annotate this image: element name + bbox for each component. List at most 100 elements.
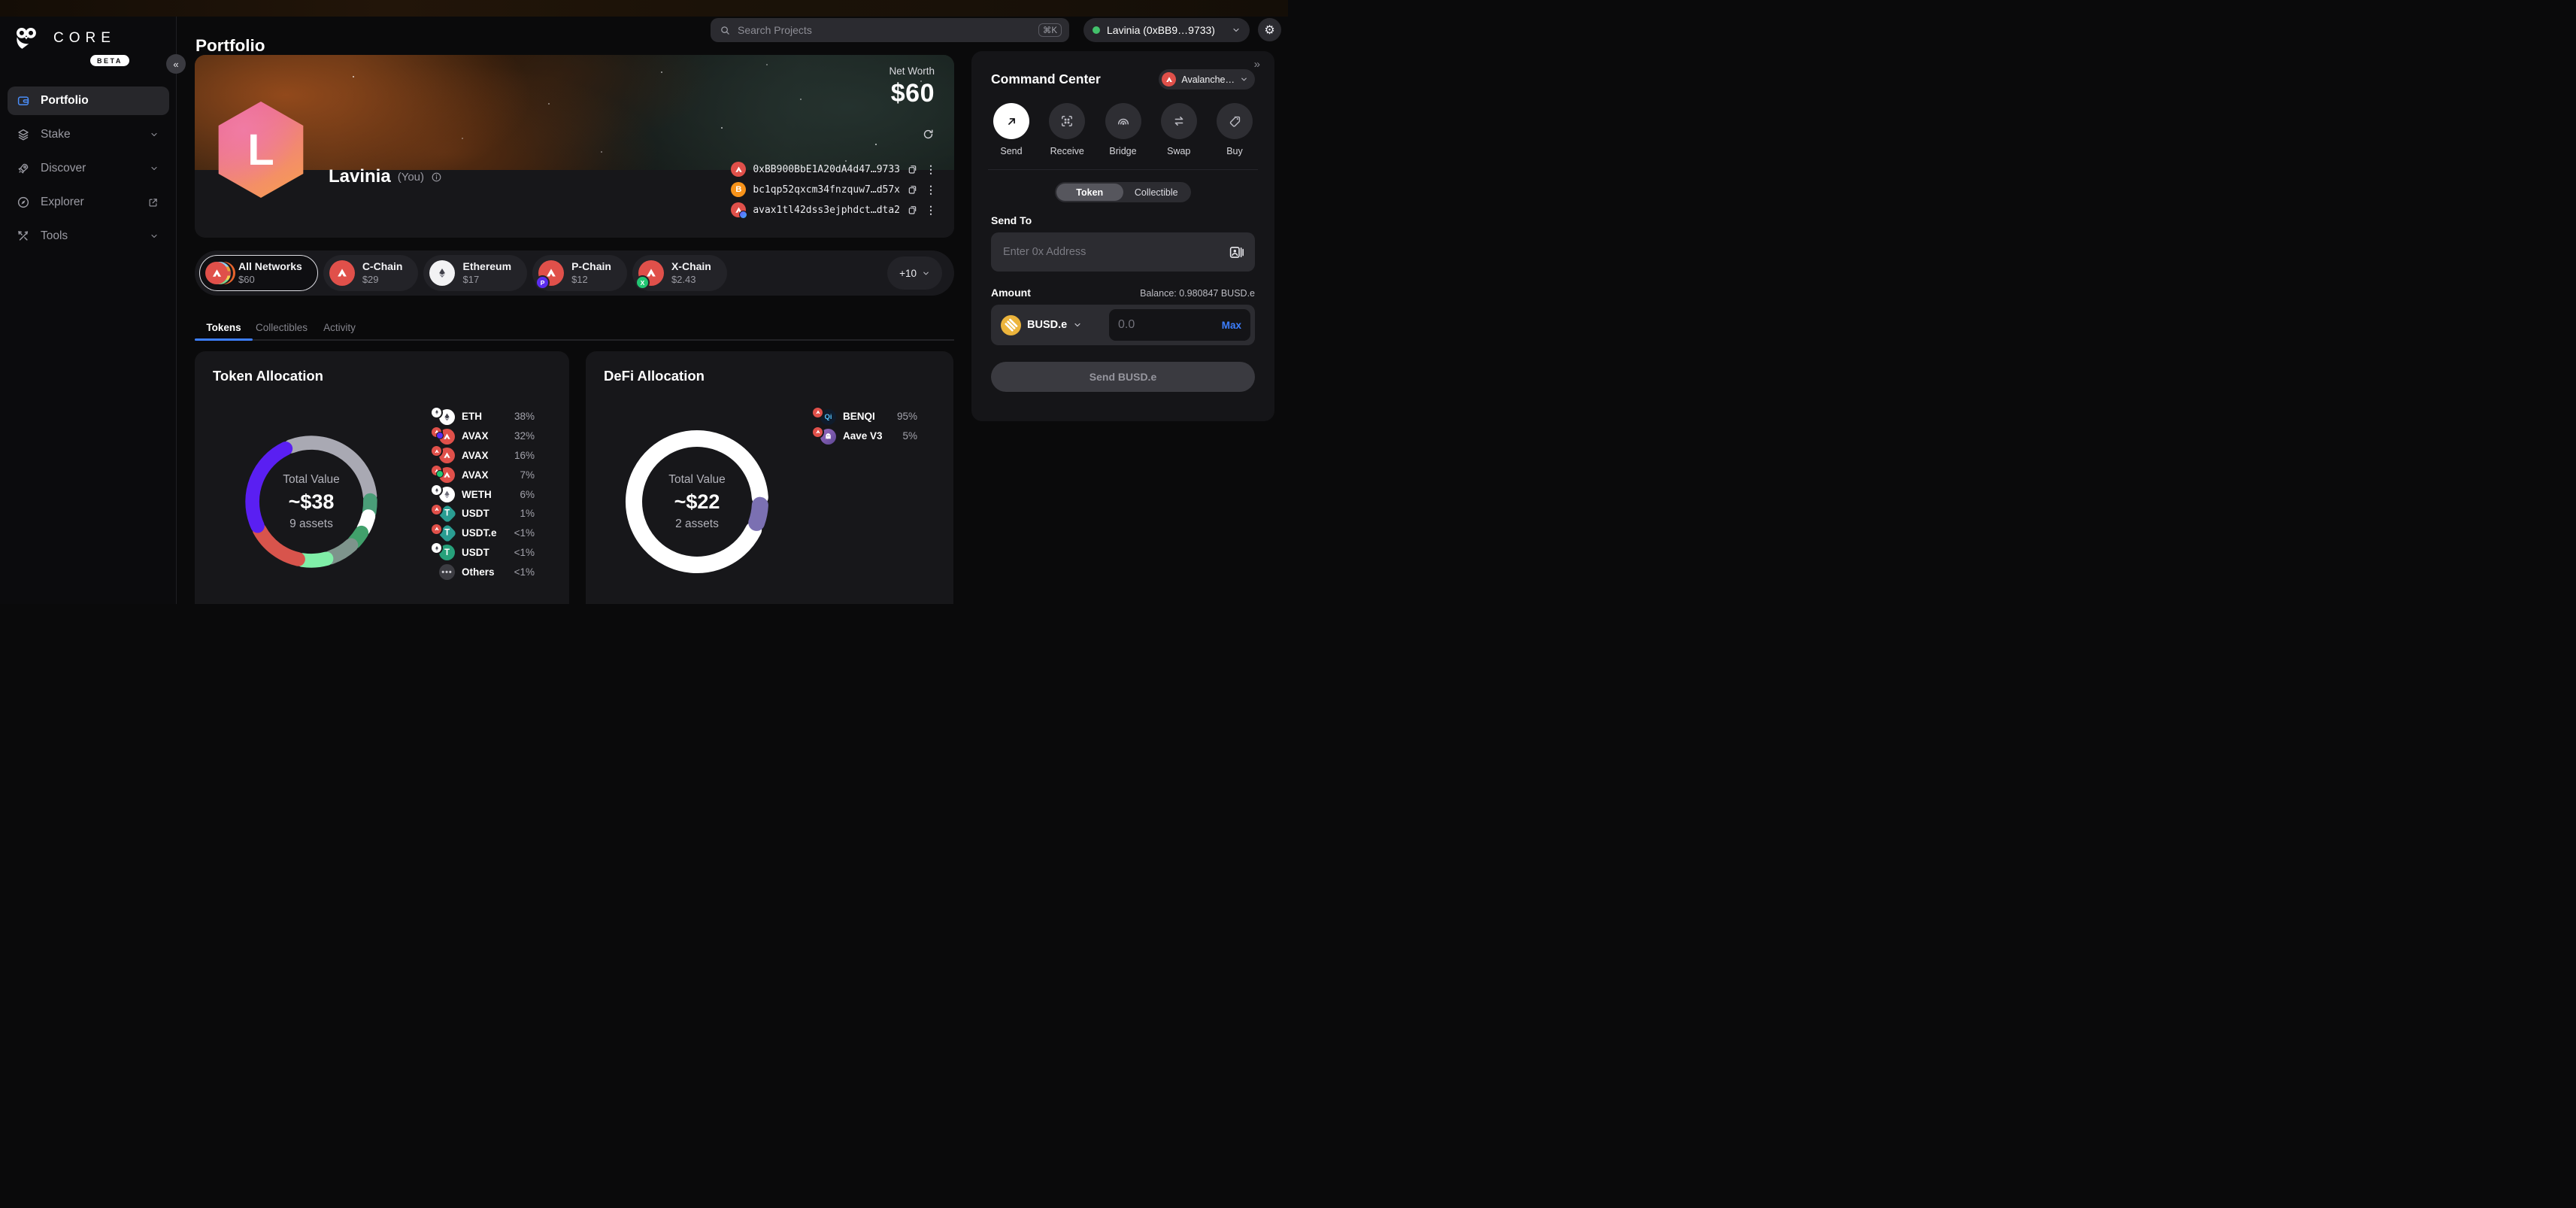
chevron-down-icon bbox=[1232, 26, 1241, 35]
network-chip-c-chain[interactable]: C-Chain $29 bbox=[323, 255, 419, 291]
ethereum-icon bbox=[429, 260, 456, 286]
account-menu[interactable]: Lavinia (0xBB9…9733) bbox=[1083, 18, 1250, 42]
send-submit-button[interactable]: Send BUSD.e bbox=[991, 362, 1255, 392]
sidebar-item-label: Discover bbox=[41, 162, 86, 175]
all-networks-icon bbox=[205, 260, 235, 286]
sidebar-item-portfolio[interactable]: Portfolio bbox=[8, 87, 169, 115]
token-allocation-card: Token Allocation Total Value ~$38 9 asse… bbox=[195, 351, 569, 604]
avalanche-icon bbox=[329, 260, 355, 286]
others-token-icon: ••• bbox=[432, 563, 457, 581]
bridge-button[interactable]: Bridge bbox=[1103, 103, 1144, 156]
bridge-icon bbox=[1105, 103, 1141, 139]
sidebar-item-explorer[interactable]: Explorer bbox=[8, 188, 169, 217]
max-button[interactable]: Max bbox=[1221, 319, 1241, 331]
toggle-token[interactable]: Token bbox=[1056, 184, 1123, 201]
sidebar-item-discover[interactable]: Discover bbox=[8, 154, 169, 183]
account-name-row: Lavinia (You) bbox=[329, 166, 442, 187]
sidebar-item-tools[interactable]: Tools bbox=[8, 222, 169, 250]
legend-row: AVAX 32% bbox=[432, 426, 535, 446]
buy-button[interactable]: Buy bbox=[1214, 103, 1255, 156]
card-title: DeFi Allocation bbox=[604, 368, 705, 384]
sidebar-item-label: Stake bbox=[41, 128, 71, 141]
sidebar-nav: Portfolio Stake Discover bbox=[8, 87, 169, 256]
defi-allocation-card: DeFi Allocation Total Value ~$22 2 asset… bbox=[586, 351, 953, 604]
toggle-collectible[interactable]: Collectible bbox=[1134, 187, 1178, 198]
chevron-down-icon bbox=[1073, 320, 1082, 329]
brand-name: CORE bbox=[53, 29, 116, 46]
amount-label: Amount bbox=[991, 287, 1031, 299]
eth-token-icon bbox=[432, 407, 457, 426]
copy-icon[interactable] bbox=[907, 163, 919, 175]
sidebar-item-label: Explorer bbox=[41, 196, 84, 208]
qr-code-icon bbox=[1049, 103, 1086, 139]
avalanche-x-chain-icon bbox=[731, 202, 748, 219]
copy-icon[interactable] bbox=[907, 204, 919, 216]
address-placeholder: Enter 0x Address bbox=[1003, 246, 1086, 258]
receive-button[interactable]: Receive bbox=[1047, 103, 1087, 156]
panel-collapse-icon[interactable]: » bbox=[1250, 57, 1265, 71]
kebab-menu-icon[interactable]: ⋮ bbox=[926, 204, 936, 216]
swap-button[interactable]: Swap bbox=[1159, 103, 1199, 156]
legend-row: T USDT 1% bbox=[432, 504, 535, 524]
avalanche-x-icon: X bbox=[636, 260, 664, 288]
hero-banner-image bbox=[195, 55, 954, 170]
network-chip-ethereum[interactable]: Ethereum $17 bbox=[423, 255, 528, 291]
token-allocation-donut: Total Value ~$38 9 assets bbox=[238, 428, 385, 575]
swap-arrows-icon bbox=[1160, 103, 1197, 139]
network-chip-x-chain[interactable]: X X-Chain $2.43 bbox=[632, 255, 727, 291]
search-input[interactable]: Search Projects ⌘K bbox=[711, 18, 1069, 42]
tab-activity[interactable]: Activity bbox=[323, 322, 356, 333]
sidebar-item-stake[interactable]: Stake bbox=[8, 120, 169, 149]
tab-collectibles[interactable]: Collectibles bbox=[255, 322, 308, 333]
amount-placeholder: 0.0 bbox=[1118, 318, 1135, 331]
layers-icon bbox=[17, 128, 30, 141]
hero-info-bar bbox=[195, 170, 954, 238]
legend-row: Qi BENQI 95% bbox=[813, 407, 917, 426]
tag-icon bbox=[1217, 103, 1253, 139]
contacts-icon[interactable] bbox=[1229, 244, 1244, 260]
sidebar-item-label: Portfolio bbox=[41, 94, 89, 107]
usdt-avax-token-icon: T bbox=[432, 504, 457, 524]
defi-allocation-legend: Qi BENQI 95% Aave V3 5% bbox=[813, 407, 917, 446]
portfolio-tabs: Tokens Collectibles Activity bbox=[195, 320, 954, 341]
network-select[interactable]: Avalanche… bbox=[1159, 69, 1255, 90]
top-strip bbox=[0, 0, 1288, 17]
network-chip-p-chain[interactable]: P P-Chain $12 bbox=[532, 255, 627, 291]
amount-row: BUSD.e 0.0 Max bbox=[991, 305, 1255, 345]
account-label: Lavinia (0xBB9…9733) bbox=[1107, 24, 1215, 36]
address-row: avax1tl42dss3ejphdct…dta2 ⋮ bbox=[731, 202, 936, 219]
amount-input[interactable]: 0.0 Max bbox=[1109, 309, 1250, 341]
refresh-icon[interactable] bbox=[922, 128, 935, 141]
owl-logo-icon bbox=[13, 26, 41, 50]
sidebar-item-label: Tools bbox=[41, 229, 68, 242]
send-button[interactable]: Send bbox=[991, 103, 1032, 156]
core-logo: CORE bbox=[13, 26, 116, 50]
copy-icon[interactable] bbox=[907, 184, 919, 196]
tab-tokens[interactable]: Tokens bbox=[195, 320, 253, 341]
recipient-address-input[interactable]: Enter 0x Address bbox=[991, 232, 1255, 272]
sidebar-collapse-button[interactable]: « bbox=[166, 54, 186, 74]
more-networks-button[interactable]: +10 bbox=[887, 256, 942, 290]
token-select[interactable]: BUSD.e bbox=[1001, 314, 1082, 335]
kebab-menu-icon[interactable]: ⋮ bbox=[926, 163, 936, 175]
legend-row: T USDT.e <1% bbox=[432, 523, 535, 543]
balance-text: Balance: 0.980847 BUSD.e bbox=[1140, 288, 1255, 299]
settings-gear-icon[interactable]: ⚙ bbox=[1258, 18, 1281, 41]
donut-center-sub: 9 assets bbox=[289, 517, 333, 530]
compass-icon bbox=[17, 196, 30, 209]
usdte-token-icon: T bbox=[432, 523, 457, 543]
info-icon[interactable] bbox=[431, 171, 442, 183]
kebab-menu-icon[interactable]: ⋮ bbox=[926, 184, 936, 196]
address-text: avax1tl42dss3ejphdct…dta2 bbox=[753, 204, 900, 216]
weth-token-icon bbox=[432, 485, 457, 503]
token-allocation-legend: ETH 38% AVAX 32% AVAX 16% bbox=[432, 407, 535, 581]
shortcut-badge: ⌘K bbox=[1038, 23, 1062, 37]
usdt-eth-token-icon: T bbox=[432, 543, 457, 561]
address-text: bc1qp52qxcm34fnzquw7…d57x bbox=[753, 184, 900, 196]
token-symbol: BUSD.e bbox=[1027, 319, 1068, 331]
page-title: Portfolio bbox=[195, 36, 265, 56]
legend-row: T USDT <1% bbox=[432, 543, 535, 563]
legend-row: ••• Others <1% bbox=[432, 562, 535, 581]
network-chip-all[interactable]: All Networks $60 bbox=[199, 255, 318, 291]
chevron-down-icon bbox=[1240, 75, 1248, 83]
